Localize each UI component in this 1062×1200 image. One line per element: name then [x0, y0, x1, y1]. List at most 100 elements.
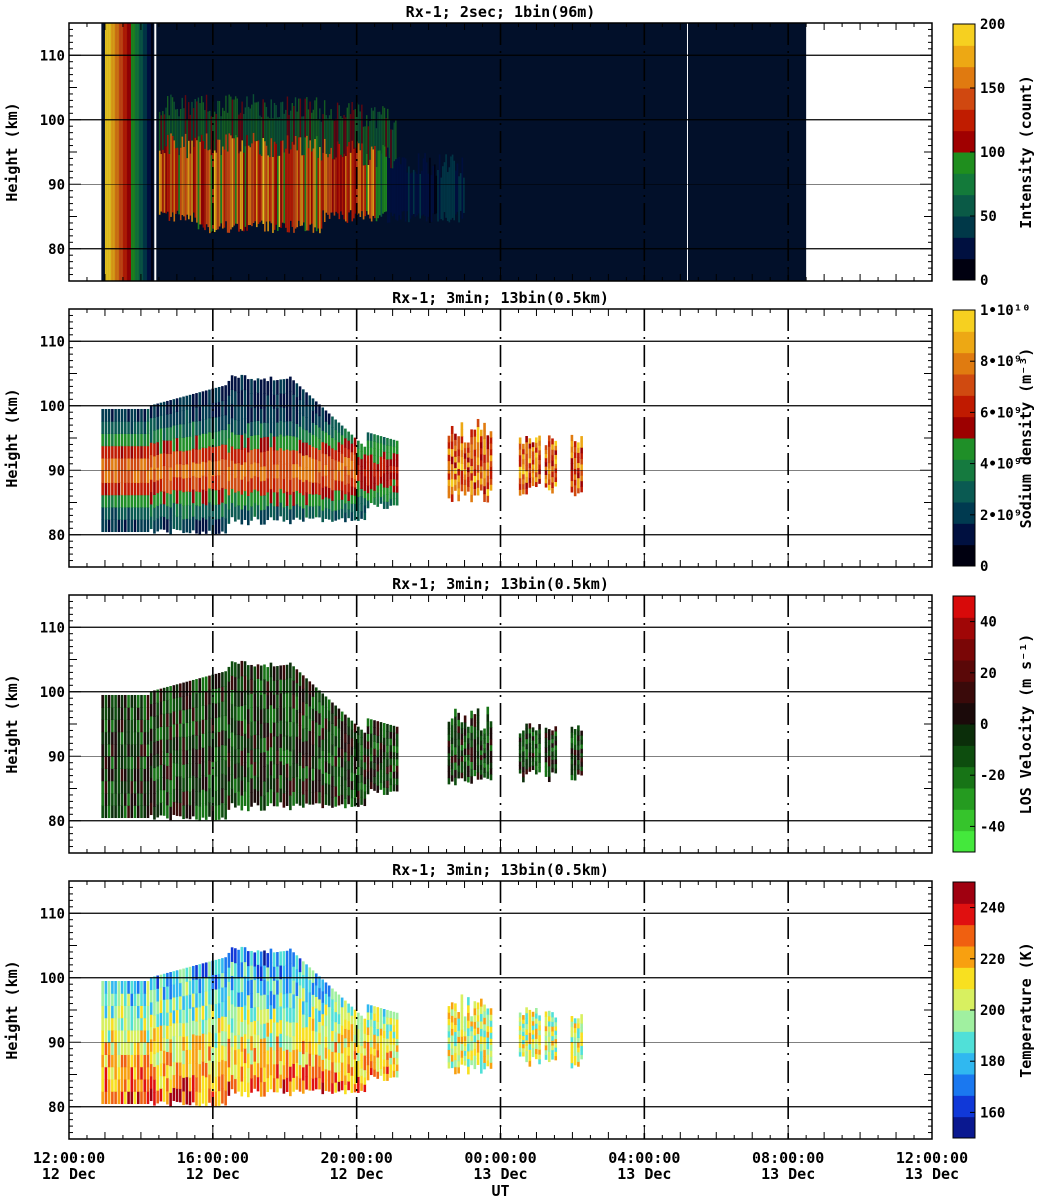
heatmap-cell — [334, 439, 337, 451]
heatmap-cell — [454, 433, 457, 440]
heatmap-cell — [208, 417, 211, 433]
heatmap-cell — [344, 1075, 347, 1085]
heatmap-cell — [450, 1048, 454, 1056]
heatmap-cell — [321, 475, 325, 488]
heatmap-cell — [489, 732, 493, 740]
colorbar-tick-label: 150 — [980, 81, 1005, 97]
heatmap-cell — [321, 1013, 325, 1026]
heatmap-cell — [554, 1055, 558, 1061]
heatmap-cell — [169, 1012, 172, 1027]
heatmap-cell — [302, 1040, 305, 1055]
heatmap-cell — [308, 1053, 312, 1067]
heatmap-cell — [162, 700, 166, 714]
heatmap-cell — [318, 1066, 321, 1079]
heatmap-cell — [340, 462, 344, 473]
heatmap-cell — [457, 455, 460, 463]
heatmap-cell — [130, 1005, 134, 1019]
heatmap-cell — [577, 1042, 580, 1048]
heatmap-cell — [473, 1014, 477, 1022]
heatmap-cell — [162, 1024, 166, 1039]
heatmap-cell — [185, 518, 189, 533]
heatmap-cell — [279, 692, 282, 707]
heatmap-cell — [195, 435, 198, 450]
heatmap-cell — [298, 1077, 302, 1092]
heatmap-cell — [369, 767, 373, 776]
heatmap-cell — [447, 721, 451, 729]
heatmap-cell — [463, 463, 467, 470]
heatmap-cell — [282, 679, 286, 695]
heatmap-cell — [285, 706, 289, 722]
heatmap-cell — [551, 1021, 554, 1027]
heatmap-cell — [331, 775, 334, 787]
heatmap-cell — [321, 727, 325, 740]
heatmap-cell — [217, 716, 221, 733]
heatmap-cell — [179, 1009, 182, 1023]
heatmap-cell — [262, 137, 265, 224]
heatmap-cell — [201, 733, 205, 748]
heatmap-cell — [580, 1054, 583, 1060]
heatmap-cell — [392, 764, 396, 772]
heatmap-cell — [522, 1027, 525, 1032]
heatmap-cell — [395, 752, 399, 760]
y-tick-label: 80 — [48, 1100, 65, 1116]
heatmap-cell — [188, 1063, 192, 1078]
heatmap-cell — [295, 995, 299, 1010]
heatmap-cell — [295, 749, 299, 764]
heatmap-cell — [327, 985, 331, 997]
heatmap-cell — [525, 743, 528, 750]
heatmap-cell — [573, 1032, 577, 1038]
heatmap-cell — [279, 951, 282, 966]
heatmap-cell — [577, 477, 580, 484]
heatmap-cell — [528, 761, 532, 768]
heatmap-cell — [160, 115, 162, 154]
heatmap-cell — [107, 457, 111, 471]
heatmap-cell — [382, 787, 386, 795]
heatmap-cell — [239, 151, 242, 230]
heatmap-cell — [298, 98, 300, 138]
heatmap-cell — [318, 757, 321, 770]
heatmap-cell — [266, 680, 270, 696]
heatmap-cell — [457, 487, 460, 495]
heatmap-cell — [386, 773, 389, 781]
heatmap-cell — [554, 744, 558, 751]
heatmap-cell — [305, 790, 308, 804]
heatmap-cell — [140, 408, 143, 422]
heatmap-cell — [208, 1003, 211, 1019]
heatmap-cell — [392, 751, 396, 759]
heatmap-cell — [246, 135, 248, 231]
heatmap-cell — [214, 1003, 218, 1019]
heatmap-cell — [347, 734, 350, 744]
heatmap-cell — [214, 475, 218, 491]
heatmap-cell — [395, 120, 397, 160]
heatmap-cell — [547, 1015, 551, 1022]
heatmap-cell — [111, 1029, 114, 1043]
heatmap-cell — [334, 1021, 337, 1033]
heatmap-cell — [130, 793, 134, 806]
heatmap-cell — [331, 1030, 334, 1042]
heatmap-cell — [276, 763, 279, 779]
heatmap-cell — [153, 1092, 156, 1106]
heatmap-cell — [269, 488, 273, 504]
heatmap-cell — [237, 420, 240, 435]
heatmap-cell — [246, 1067, 250, 1083]
heatmap-cell — [460, 994, 464, 1002]
heatmap-cell — [531, 1020, 535, 1026]
heatmap-cell — [470, 725, 473, 733]
heatmap-cell — [292, 505, 295, 520]
heatmap-cell — [531, 1034, 535, 1040]
heatmap-cell — [166, 1064, 169, 1079]
heatmap-cell — [279, 720, 282, 735]
heatmap-cell — [292, 993, 295, 1009]
heatmap-cell — [363, 512, 367, 521]
heatmap-cell — [240, 1006, 244, 1022]
heatmap-cell — [340, 116, 342, 155]
heatmap-cell — [314, 482, 318, 495]
heatmap-cell — [256, 1006, 260, 1022]
heatmap-cell — [340, 471, 344, 482]
heatmap-cell — [243, 476, 247, 492]
heatmap-cell — [243, 961, 247, 977]
colorbar-label: Temperature (K) — [1017, 942, 1035, 1077]
heatmap-cell — [221, 1074, 224, 1090]
heatmap-cell — [272, 952, 276, 967]
heatmap-cell — [305, 1001, 308, 1015]
